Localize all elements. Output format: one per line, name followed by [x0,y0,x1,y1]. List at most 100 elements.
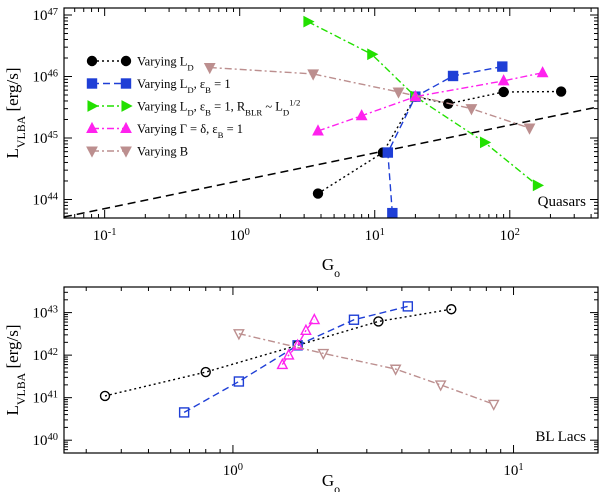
legend-text-part: D [283,108,289,118]
legend-text-part: B [205,85,211,95]
data-point [447,70,459,82]
plot-frame [63,286,599,454]
x-tick-label: 102 [500,227,520,245]
legend-marker [86,55,98,67]
y-tick-label: 1043 [33,304,59,322]
y-tick-label: 1041 [33,389,59,407]
y-label-sub: VLBA [14,115,28,148]
series-1 [99,304,457,402]
x-axis-label: Go [322,471,340,492]
legend-text-part: = 1, R [211,100,246,114]
data-point [497,61,508,72]
data-point [389,364,402,376]
series-5 [203,62,536,135]
y-tick-label: 1047 [33,7,59,25]
series-4 [232,329,500,411]
data-point [233,376,245,387]
legend-text-part: Varying Γ = δ, ε [137,122,218,136]
legend-text-part: D [187,63,193,73]
data-point [178,407,190,418]
x-label-sub: o [334,482,340,492]
data-point [99,390,111,402]
legend-text-part: = 1 [211,77,231,91]
data-point [276,357,289,370]
y-label-main: L [3,405,22,415]
legend-entry: Varying LD, εB = 1, RBLR ~ LD1/2 [137,98,300,118]
legend-text-part: BLR [245,108,262,118]
series-line [183,305,408,414]
x-tick-label: 10-1 [93,227,117,245]
data-point [300,323,312,336]
data-point [479,136,492,149]
x-tick-label: 100 [230,227,250,245]
series-line [104,308,452,397]
series-line [281,319,315,365]
series-line [307,21,538,186]
x-label-main: G [322,471,334,490]
x-tick-label: 101 [503,462,523,480]
data-point [402,301,414,312]
x-axis-label: Go [322,255,340,280]
data-point [282,348,295,360]
tick-base: 10 [93,228,108,244]
data-point [555,86,567,97]
y-axis-label: LVLBA [erg/s] [3,324,28,415]
tick-exponent: 2 [515,227,520,238]
legend-text-part: = 1 [223,122,243,136]
legend-text-part: Varying B [137,145,188,159]
x-label-main: G [322,255,334,274]
data-point [317,348,330,361]
data-point [291,338,304,350]
data-point [373,316,384,327]
legend-text-part: , ε [194,100,206,114]
tick-base: 10 [33,348,48,364]
data-point [532,179,545,192]
series-2 [382,61,508,218]
data-point [392,87,405,99]
legend-text-part: B [205,108,211,118]
tick-exponent: 42 [48,347,59,358]
data-point [497,74,510,86]
x-label-sub: o [334,266,340,280]
y-tick-label: 1045 [33,129,59,147]
tick-base: 10 [500,228,515,244]
series-line [317,72,543,132]
data-point [382,147,394,158]
y-label-main: L [3,148,22,158]
axis-ticks [63,8,598,219]
series-4 [312,66,549,136]
legend-text-part: D [187,108,193,118]
data-point [308,313,321,325]
tick-base: 10 [33,131,48,147]
legend-marker [121,100,133,112]
legend-text-part: D [187,85,193,95]
legend-entry: Varying LD, εB = 1 [137,77,231,95]
legend-entry: Varying B [137,145,188,159]
tick-exponent: 45 [48,129,59,140]
legend-entry: Varying Γ = δ, εB = 1 [137,122,243,140]
y-axis-label: LVLBA [erg/s] [3,67,28,158]
data-point [536,66,549,78]
legend-text-part: , ε [194,77,206,91]
y-label-unit: [erg/s] [3,324,22,372]
legend-marker [120,121,132,134]
tick-base: 10 [223,463,238,479]
plot-area [64,15,598,218]
data-point [465,104,478,116]
panel-annotation: BL Lacs [535,429,586,445]
data-point [387,207,398,218]
data-point [487,399,500,411]
legend-marker [86,146,98,158]
tick-base: 10 [33,433,48,449]
tick-exponent: 0 [245,227,250,238]
y-label-unit: [erg/s] [3,67,22,115]
legend-text-part: B [218,130,224,140]
x-tick-label: 100 [223,462,243,480]
legend-marker [86,78,98,89]
tick-exponent: -1 [108,227,117,238]
tick-base: 10 [33,391,48,407]
tick-exponent: 46 [48,68,59,79]
panel-annotation: Quasars [538,194,586,210]
tick-base: 10 [33,306,48,322]
